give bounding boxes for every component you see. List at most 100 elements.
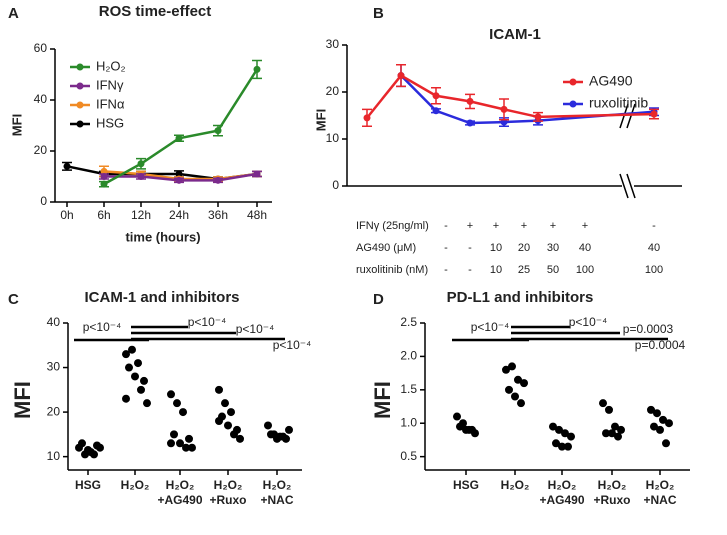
dot xyxy=(656,425,664,434)
table-cell: 10 xyxy=(490,264,502,276)
y-tick-label: 2.5 xyxy=(400,315,417,329)
table-cell: 50 xyxy=(547,264,559,276)
x-tick-label: H₂O₂ xyxy=(501,478,530,492)
series-line xyxy=(400,74,655,125)
legend-marker xyxy=(76,63,84,71)
x-tick-label: 12h xyxy=(131,208,151,222)
dot xyxy=(236,434,244,443)
y-tick-label: 20 xyxy=(34,143,48,157)
panel-label: C xyxy=(8,291,19,308)
dot xyxy=(179,408,187,417)
y-tick-label: 0 xyxy=(332,178,339,192)
legend-label: AG490 xyxy=(589,73,633,89)
x-tick-label: H₂O₂ xyxy=(121,478,150,492)
dot xyxy=(514,375,522,384)
y-tick-label: 60 xyxy=(34,41,48,55)
point xyxy=(175,134,183,142)
legend-label: HSG xyxy=(96,115,124,130)
dot xyxy=(659,415,667,424)
point xyxy=(100,180,108,188)
point xyxy=(100,173,108,180)
dot xyxy=(267,430,275,439)
dot xyxy=(273,434,281,443)
x-tick-label: +AG490 xyxy=(157,493,202,507)
point xyxy=(534,113,542,121)
p-value: p=0.0003 xyxy=(623,322,674,336)
dot xyxy=(468,425,476,434)
legend-marker xyxy=(569,100,577,108)
dot xyxy=(453,412,461,421)
y-tick-label: 0 xyxy=(40,194,47,208)
dot xyxy=(143,399,151,408)
point xyxy=(214,127,222,135)
dot xyxy=(188,443,196,452)
panel-label: A xyxy=(8,5,19,22)
dot xyxy=(502,365,510,374)
table-cell: 100 xyxy=(645,264,663,276)
chart-title: ROS time-effect xyxy=(99,3,212,20)
dot xyxy=(508,362,516,371)
dot xyxy=(511,392,519,401)
table-cell: 40 xyxy=(579,242,591,254)
y-axis-label: MFI xyxy=(10,381,35,419)
y-tick-label: 20 xyxy=(326,84,340,98)
dot xyxy=(227,408,235,417)
y-tick-label: 0.5 xyxy=(400,449,417,463)
dot xyxy=(564,442,572,451)
point xyxy=(466,97,474,105)
axis-break xyxy=(626,173,636,199)
y-tick-label: 30 xyxy=(326,37,340,51)
x-tick-label: +Ruxo xyxy=(593,493,630,507)
p-value: p<10⁻⁴ xyxy=(83,320,122,334)
dot xyxy=(650,422,658,431)
panel-label: B xyxy=(373,5,384,22)
y-tick-label: 1.0 xyxy=(400,415,417,429)
dot xyxy=(84,445,92,454)
x-tick-label: HSG xyxy=(453,478,479,492)
x-tick-label: +AG490 xyxy=(539,493,584,507)
table-cell: + xyxy=(521,220,527,232)
y-tick-label: 30 xyxy=(47,360,61,374)
point xyxy=(175,170,183,178)
x-tick-label: +NAC xyxy=(260,493,293,507)
point xyxy=(397,72,405,80)
dot xyxy=(122,394,130,403)
dot xyxy=(653,409,661,418)
dot xyxy=(614,432,622,441)
table-cell: + xyxy=(550,220,556,232)
dot xyxy=(549,422,557,431)
x-tick-label: +Ruxo xyxy=(209,493,246,507)
dot xyxy=(555,425,563,434)
point xyxy=(650,110,658,118)
y-tick-label: 10 xyxy=(47,449,61,463)
dot xyxy=(558,442,566,451)
dot xyxy=(599,399,607,408)
point xyxy=(253,170,261,178)
dot xyxy=(170,430,178,439)
dot xyxy=(602,429,610,438)
series-line xyxy=(103,68,259,186)
table-cell: - xyxy=(444,264,448,276)
dot xyxy=(285,425,293,434)
table-cell: 25 xyxy=(518,264,530,276)
dot xyxy=(167,439,175,448)
legend-label: ruxolitinib xyxy=(589,95,648,111)
dot xyxy=(230,430,238,439)
point xyxy=(137,173,145,180)
p-value: p<10⁻⁴ xyxy=(273,338,312,352)
dot xyxy=(608,429,616,438)
point xyxy=(137,160,145,168)
y-axis-label: MFI xyxy=(370,381,395,419)
table-cell: - xyxy=(468,242,472,254)
legend-marker xyxy=(76,101,84,109)
legend-label: IFNα xyxy=(96,96,125,111)
dot xyxy=(125,363,133,372)
x-tick-label: 24h xyxy=(169,208,189,222)
x-tick-label: H₂O₂ xyxy=(214,478,243,492)
legend-label: IFNγ xyxy=(96,77,124,92)
x-tick-label: H₂O₂ xyxy=(263,478,292,492)
p-value: p=0.0004 xyxy=(635,338,686,352)
p-value: p<10⁻⁴ xyxy=(188,315,227,329)
dot xyxy=(173,399,181,408)
